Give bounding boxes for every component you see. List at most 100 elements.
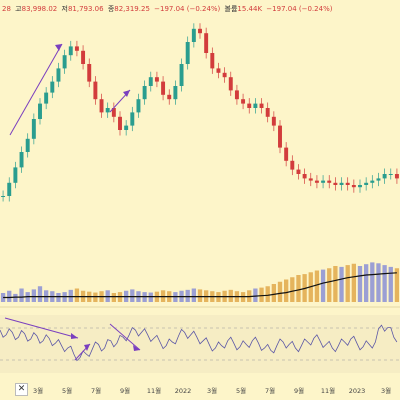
x-tick-label: 3월 <box>207 386 217 395</box>
candle-body <box>118 116 122 130</box>
x-tick-label: 5월 <box>62 386 72 395</box>
rsi-pane <box>0 324 398 362</box>
volume-bar <box>277 281 283 302</box>
volume-bar <box>339 266 344 302</box>
candle-body <box>351 185 356 188</box>
candle-body <box>339 182 344 185</box>
candle-body <box>19 152 24 168</box>
trend-annotations <box>4 43 141 361</box>
candle-body <box>364 182 369 185</box>
volume-bar <box>37 286 43 302</box>
volume-bar <box>376 263 381 302</box>
candle-body <box>179 64 184 86</box>
candle-body <box>7 182 12 196</box>
candle-body <box>81 50 86 64</box>
volume-bar <box>364 264 369 302</box>
volume-bar <box>290 277 295 302</box>
candle-body <box>333 182 338 185</box>
volume-bar <box>74 288 80 302</box>
candle-body <box>31 119 36 139</box>
candle-body <box>259 103 264 108</box>
volume-pane <box>0 262 400 302</box>
candle-body <box>376 178 381 181</box>
candle-body <box>321 180 326 183</box>
x-tick-label: 2022 <box>175 387 192 395</box>
ohlc-item-0: 28 <box>2 5 11 13</box>
candle-body <box>308 178 313 181</box>
candle-body <box>284 147 289 161</box>
candle-body <box>314 180 319 183</box>
candle-body <box>247 103 252 108</box>
candle-body <box>62 55 67 69</box>
x-tick-label: 5월 <box>236 386 246 395</box>
candle-body <box>185 42 190 64</box>
volume-bar <box>13 293 18 302</box>
volume-bar <box>370 262 375 302</box>
candle-body <box>56 68 61 82</box>
candle-body <box>210 53 215 69</box>
candle-body <box>74 46 79 51</box>
candle-body <box>290 160 295 170</box>
candle-body <box>161 81 166 95</box>
candle-body <box>154 77 159 82</box>
close-icon[interactable]: ✕ <box>15 383 28 396</box>
candle-body <box>38 103 42 119</box>
candle-body <box>327 180 332 183</box>
volume-bar <box>130 289 135 302</box>
candle-body <box>228 77 233 91</box>
x-tick-label: 9월 <box>120 386 130 395</box>
volume-bar <box>388 266 393 302</box>
x-axis: 3월 5월 7월 9월 11월 2022 3월 5월 7월 9월 11월 2023 3월 <box>33 386 391 395</box>
volume-bar <box>345 265 350 302</box>
arrow-icon <box>84 344 90 351</box>
candle-body <box>296 169 301 174</box>
volume-bar <box>394 268 400 302</box>
candle-body <box>167 94 172 100</box>
volume-bar <box>357 266 363 302</box>
candle-body <box>302 174 307 179</box>
candle-body <box>1 196 6 197</box>
price-pane <box>1 23 399 202</box>
volume-bar <box>19 288 24 302</box>
candle-body <box>222 72 227 78</box>
volume-bar <box>228 289 233 302</box>
ohlc-item-low: 저81,793.06 <box>61 5 104 13</box>
x-tick-label: 9월 <box>294 386 304 395</box>
volume-bar <box>56 293 61 302</box>
rsi-divergence-1 <box>4 317 79 339</box>
candle-body <box>111 108 116 117</box>
volume-bar <box>320 269 326 302</box>
candle-body <box>278 125 282 148</box>
x-tick-label: 7월 <box>91 386 101 395</box>
candle-body <box>253 103 258 108</box>
volume-bar <box>314 270 320 302</box>
candle-body <box>388 174 393 175</box>
ohlc-item-high: 고83,998.02 <box>15 5 58 13</box>
candle-body <box>394 174 399 179</box>
volume-bar <box>253 288 258 302</box>
ohlc-item-change: −197.04 (−0.24%) <box>154 5 221 13</box>
volume-ma-line <box>3 272 397 299</box>
candle-body <box>44 92 49 104</box>
candle-body <box>345 182 350 185</box>
volume-bar <box>148 292 153 302</box>
volume-bar <box>259 287 264 302</box>
candle-body <box>13 167 18 183</box>
x-tick-label: 11월 <box>321 386 335 395</box>
volume-bar <box>197 289 203 302</box>
volume-bar <box>185 289 190 302</box>
candle-body <box>105 108 110 113</box>
candle-body <box>130 112 135 126</box>
volume-bar <box>111 293 116 302</box>
x-tick-label: 7월 <box>265 386 275 395</box>
candle-body <box>148 77 153 86</box>
candle-body <box>358 185 362 188</box>
trend-line-1 <box>9 43 63 136</box>
candle-body <box>204 33 209 53</box>
candle-body <box>25 138 30 152</box>
candle-body <box>142 86 147 100</box>
ohlc-item-close: 종82,319.25 <box>107 5 150 13</box>
volume-bar <box>7 290 12 302</box>
candle-body <box>241 99 246 104</box>
